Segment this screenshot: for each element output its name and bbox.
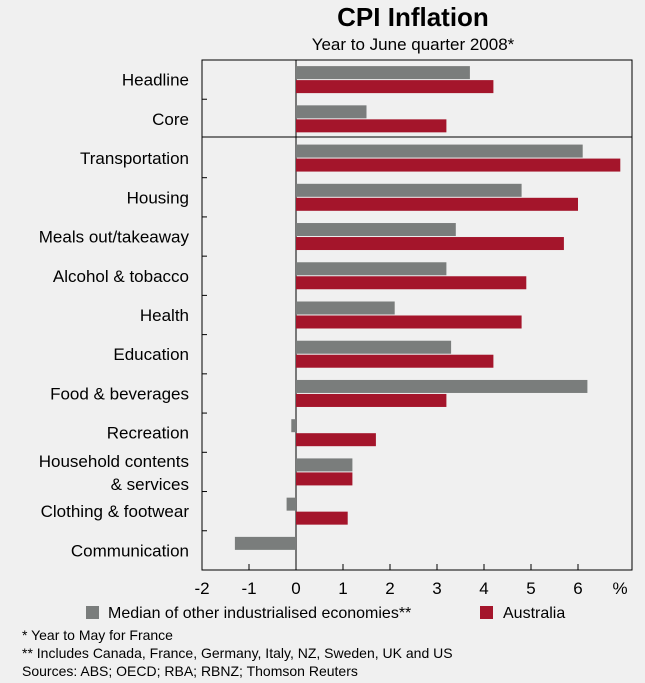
chart-title: CPI Inflation (337, 2, 489, 32)
bar-alcohol-tobacco-australia (296, 276, 527, 290)
x-tick-label: -2 (194, 579, 209, 598)
x-tick-label: 5 (526, 579, 535, 598)
bar-education-australia (296, 354, 494, 368)
bar-transportation-australia (296, 158, 621, 172)
bars-layer (234, 66, 621, 550)
category-label-education: Education (113, 345, 189, 364)
category-label-core: Core (152, 110, 189, 129)
bar-housing-median (296, 183, 522, 197)
category-label-health: Health (140, 306, 189, 325)
category-label-communication: Communication (71, 541, 189, 560)
bar-meals-out-takeaway-median (296, 223, 456, 237)
x-tick-label: 4 (479, 579, 488, 598)
bar-food-beverages-median (296, 379, 588, 393)
bar-headline-median (296, 66, 470, 80)
x-tick-label: -1 (241, 579, 256, 598)
category-label-housing: Housing (127, 188, 189, 207)
bar-household-contents-services-median (296, 458, 353, 472)
category-label-clothing-footwear: Clothing & footwear (41, 502, 190, 521)
x-tick-label: 2 (385, 579, 394, 598)
bar-alcohol-tobacco-median (296, 262, 447, 276)
bar-household-contents-services-australia (296, 472, 353, 486)
bar-core-median (296, 105, 367, 119)
x-axis-ticks: -2 -1 0 1 2 3 4 5 6 (194, 564, 583, 598)
category-labels: Headline Core Transportation Housing Meals o… (39, 71, 190, 561)
x-tick-label: 1 (338, 579, 347, 598)
footnote-france: * Year to May for France (22, 627, 173, 643)
bar-communication-median (234, 536, 296, 550)
category-label-transportation: Transportation (80, 149, 189, 168)
bar-food-beverages-australia (296, 393, 447, 407)
bar-housing-australia (296, 197, 578, 211)
bar-core-australia (296, 119, 447, 133)
category-label-food-beverages: Food & beverages (50, 384, 189, 403)
x-tick-label: 0 (291, 579, 300, 598)
category-label-meals-out-takeaway: Meals out/takeaway (39, 228, 190, 247)
chart-subtitle: Year to June quarter 2008* (312, 35, 515, 54)
bar-transportation-median (296, 144, 583, 158)
footnote-sources: Sources: ABS; OECD; RBA; RBNZ; Thomson R… (22, 663, 358, 679)
category-label-recreation: Recreation (107, 424, 189, 443)
x-axis-unit-label: % (612, 579, 627, 598)
category-label-headline: Headline (122, 71, 189, 90)
bar-clothing-footwear-median (286, 497, 296, 511)
bar-recreation-median (291, 419, 296, 433)
y-axis-category-ticks (202, 98, 207, 532)
plot-frame (201, 59, 633, 571)
bar-meals-out-takeaway-australia (296, 237, 564, 251)
category-label-household-contents-services-line2: & services (111, 475, 189, 494)
legend-swatch-australia (480, 606, 493, 619)
bar-clothing-footwear-australia (296, 511, 348, 525)
category-label-household-contents-services-line1: Household contents (39, 452, 189, 471)
x-tick-label: 3 (432, 579, 441, 598)
bar-recreation-australia (296, 433, 376, 447)
x-tick-label: 6 (573, 579, 582, 598)
bar-health-australia (296, 315, 522, 329)
legend: Median of other industrialised economies… (86, 605, 565, 622)
bar-headline-australia (296, 80, 494, 94)
footnote-economies: ** Includes Canada, France, Germany, Ita… (22, 645, 453, 661)
legend-label-median: Median of other industrialised economies… (108, 605, 411, 622)
bar-health-median (296, 301, 395, 315)
bar-education-median (296, 340, 452, 354)
legend-label-australia: Australia (503, 605, 565, 622)
category-label-alcohol-tobacco: Alcohol & tobacco (53, 267, 189, 286)
legend-swatch-median (86, 606, 99, 619)
